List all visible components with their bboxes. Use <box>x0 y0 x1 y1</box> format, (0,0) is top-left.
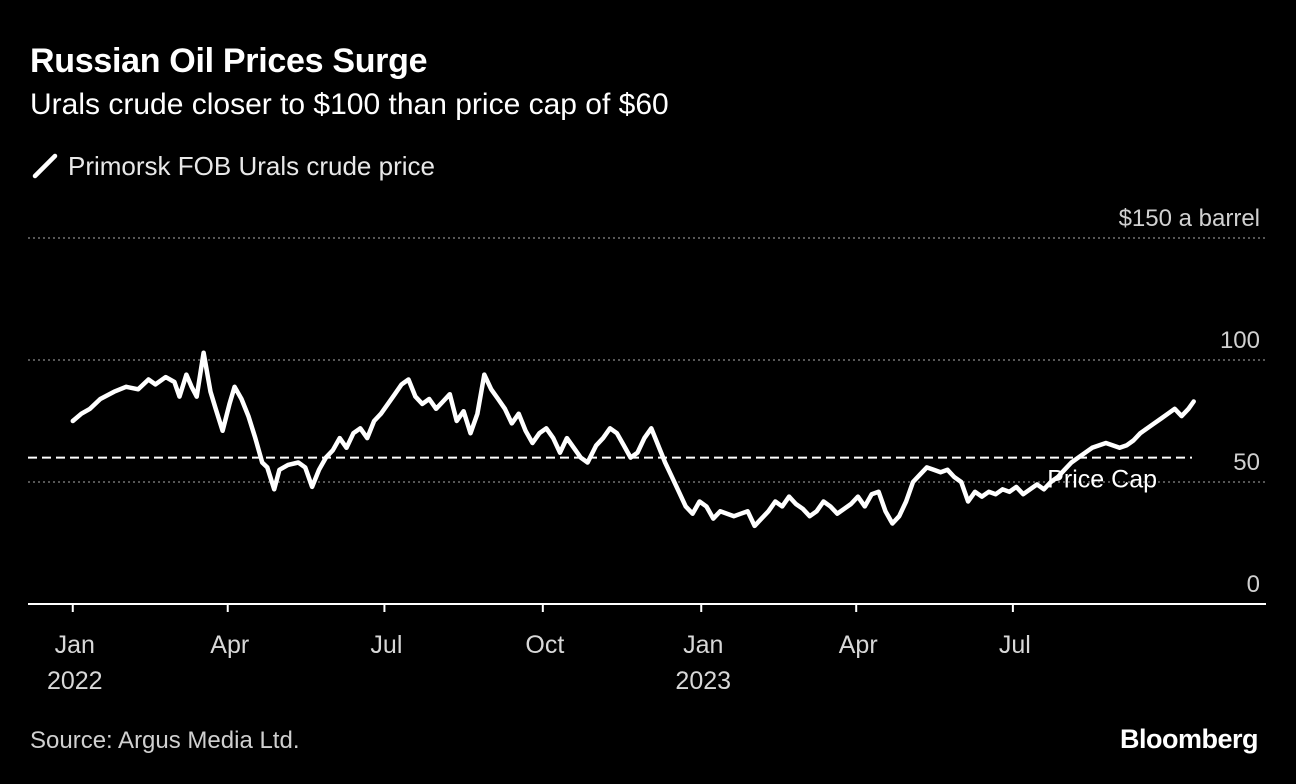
series <box>70 350 1196 529</box>
y-tick-label: $150 a barrel <box>1119 205 1260 232</box>
x-tick-year-label: 2023 <box>675 667 731 695</box>
x-axis: Jan 2022 Apr Jul Oct Jan 2023 Apr Jul <box>28 603 1266 695</box>
series-line <box>70 350 1196 529</box>
legend: Primorsk FOB Urals crude price <box>30 148 435 184</box>
x-tick-label: Apr <box>210 631 249 659</box>
y-unit-label: a barrel <box>1172 205 1260 232</box>
legend-line-icon <box>32 153 58 179</box>
y-tick-value: $150 <box>1119 205 1172 232</box>
x-tick-year-label: 2022 <box>47 667 103 695</box>
bloomberg-logo: Bloomberg <box>1119 724 1259 754</box>
x-tick-label: Jan <box>683 631 723 659</box>
x-tick-label: Jul <box>999 631 1031 659</box>
x-tick-label: Jul <box>370 631 402 659</box>
chart-title: Russian Oil Prices Surge <box>30 42 428 80</box>
x-tick-label: Apr <box>839 631 878 659</box>
y-axis-labels: $150 a barrel 100 50 0 <box>1119 205 1260 598</box>
y-tick-label: 100 <box>1220 327 1260 354</box>
y-tick-label: 0 <box>1247 571 1260 598</box>
source-note: Source: Argus Media Ltd. <box>30 727 300 754</box>
legend-label: Primorsk FOB Urals crude price <box>68 150 435 181</box>
y-tick-label: 50 <box>1233 449 1260 476</box>
x-tick-label: Jan <box>55 631 95 659</box>
x-tick-label: Oct <box>525 631 564 659</box>
chart-subtitle: Urals crude closer to $100 than price ca… <box>30 88 669 121</box>
gridlines <box>28 237 1266 483</box>
